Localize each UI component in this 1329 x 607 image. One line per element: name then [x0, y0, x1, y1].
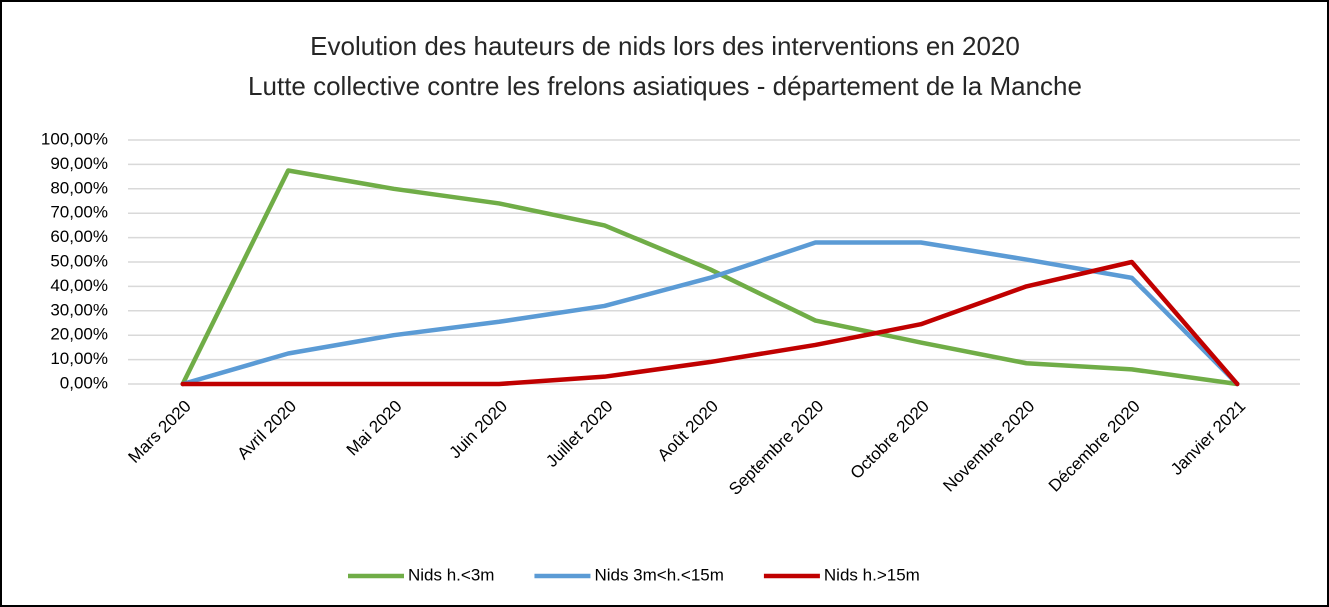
series-line	[180, 240, 1240, 387]
y-tick-label: 50,00%	[50, 251, 108, 270]
y-tick-label: 10,00%	[50, 349, 108, 368]
chart-subtitle: Lutte collective contre les frelons asia…	[248, 71, 1082, 101]
y-tick-label: 30,00%	[50, 300, 108, 319]
series-line	[180, 168, 1240, 387]
y-tick-label: 0,00%	[60, 373, 108, 392]
chart-title: Evolution des hauteurs de nids lors des …	[310, 31, 1020, 61]
y-tick-label: 100,00%	[41, 129, 108, 148]
y-tick-label: 60,00%	[50, 227, 108, 246]
legend-label: Nids h.<3m	[408, 565, 494, 584]
series-line	[180, 259, 1240, 387]
y-tick-label: 80,00%	[50, 178, 108, 197]
y-tick-label: 40,00%	[50, 276, 108, 295]
y-tick-label: 70,00%	[50, 203, 108, 222]
y-tick-label: 90,00%	[50, 154, 108, 173]
legend-label: Nids h.>15m	[824, 565, 920, 584]
y-tick-label: 20,00%	[50, 325, 108, 344]
legend-label: Nids 3m<h.<15m	[594, 565, 723, 584]
